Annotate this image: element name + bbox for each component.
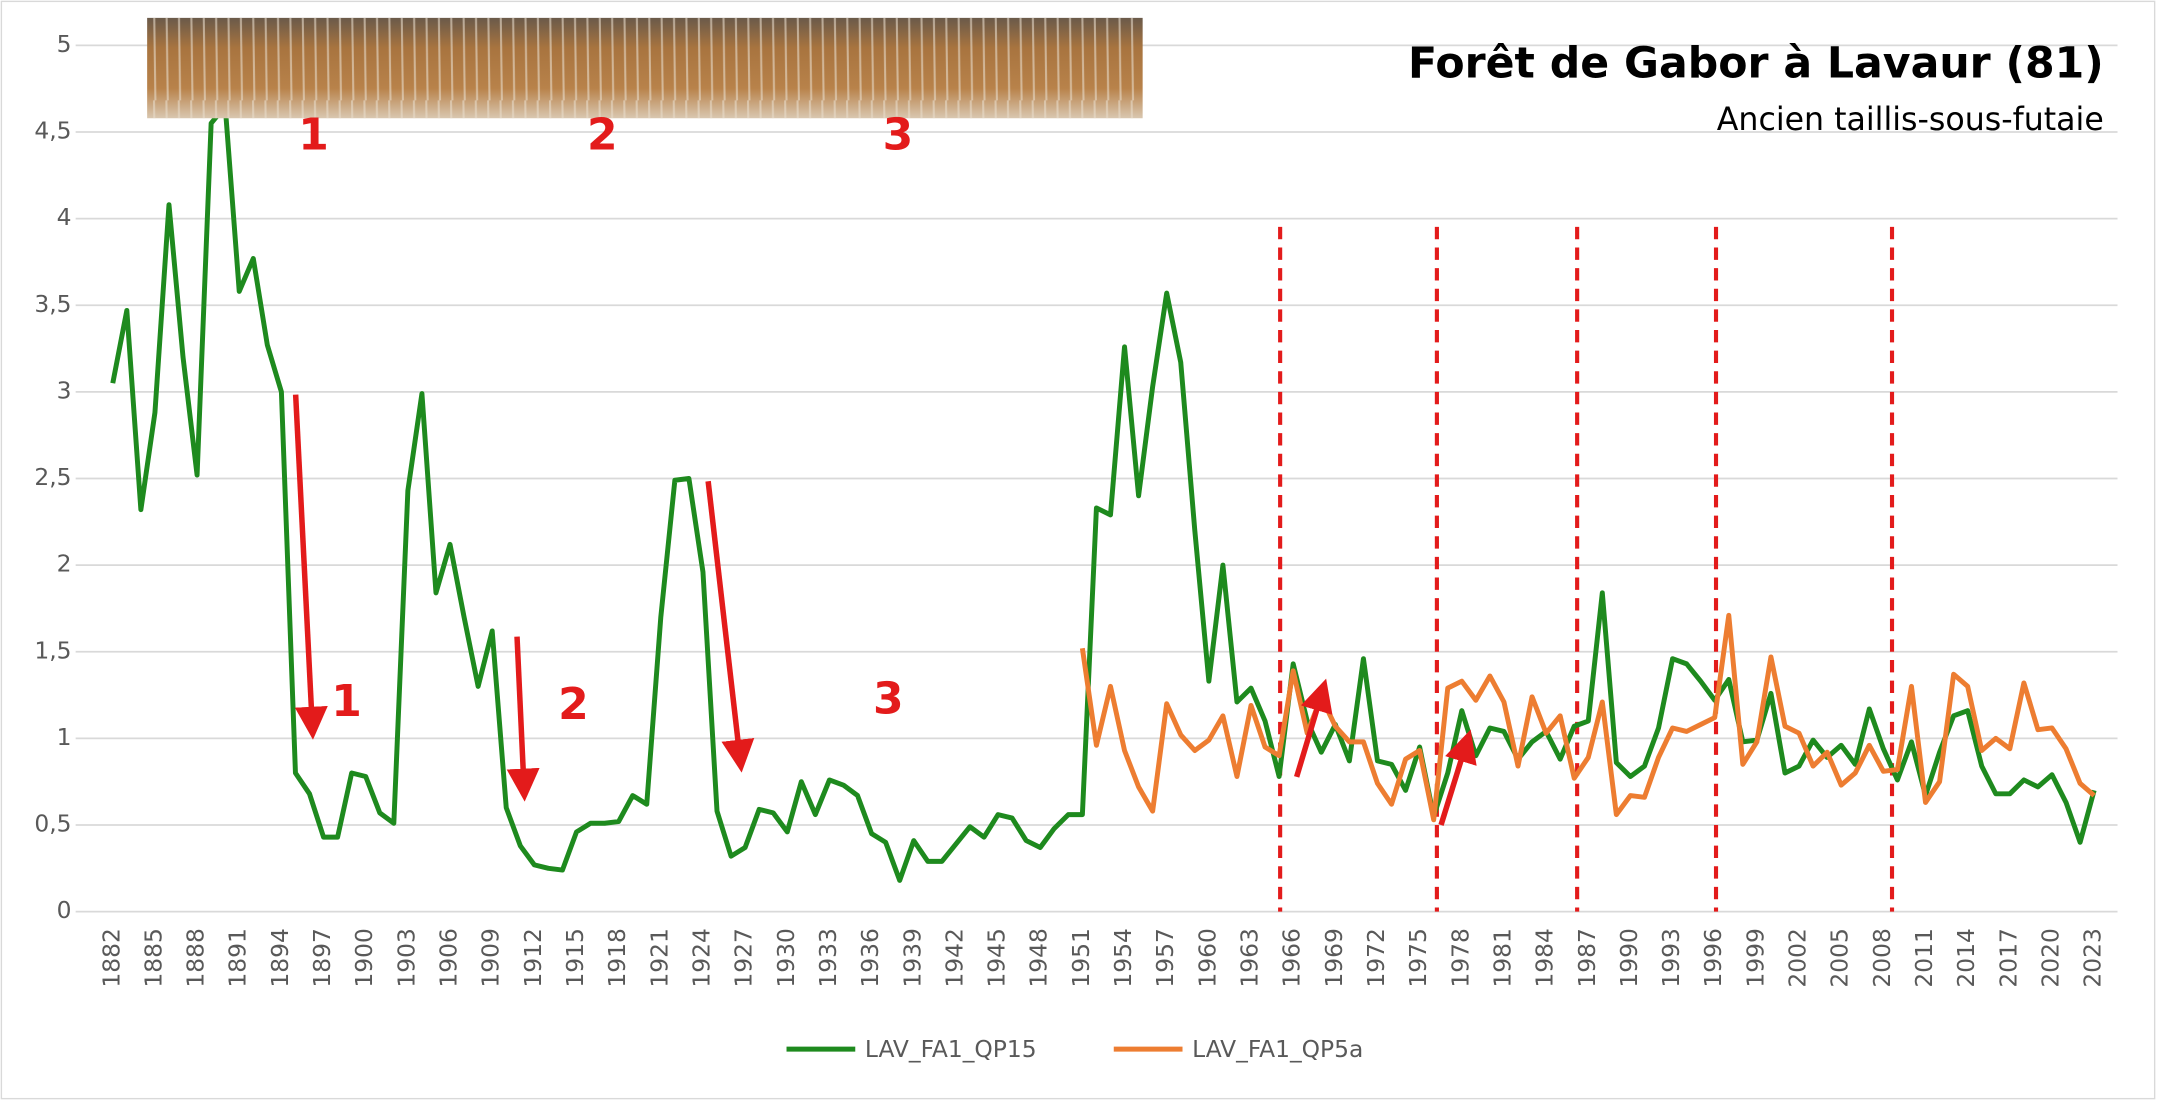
y-tick-label: 1 [57,723,72,751]
x-tick-label: 1984 [1531,928,1559,987]
x-tick-label: 1909 [477,928,505,987]
x-tick-label: 1987 [1573,928,1601,987]
page: Forêt de Gabor à Lavaur (81) Ancien tail… [0,0,2157,1100]
x-tick-label: 1969 [1320,928,1348,987]
x-tick-label: 1918 [603,928,631,987]
x-tick-label: 1882 [97,928,125,987]
x-tick-label: 1996 [1699,928,1727,987]
annotation: 3 [883,110,914,161]
x-tick-label: 2005 [1826,928,1854,987]
legend-label: LAV_FA1_QP15 [865,1035,1037,1063]
annotation: 1 [298,110,329,161]
x-tick-label: 1978 [1446,928,1474,987]
y-tick-label: 0,5 [34,810,71,838]
x-tick-label: 1906 [435,928,463,987]
legend-label: LAV_FA1_QP5a [1192,1035,1363,1063]
x-tick-label: 1963 [1236,928,1264,987]
x-tick-label: 1885 [139,928,167,987]
y-tick-label: 5 [57,30,72,58]
y-tick-label: 3,5 [34,290,71,318]
x-tick-label: 2014 [1952,928,1980,987]
x-tick-label: 2002 [1784,928,1812,987]
x-tick-label: 1933 [814,928,842,987]
x-tick-label: 1912 [519,928,547,987]
x-tick-label: 1921 [645,928,673,987]
x-tick-label: 1948 [1025,928,1053,987]
x-tick-label: 1945 [983,928,1011,987]
y-tick-label: 0 [57,896,72,924]
y-tick-label: 4 [57,203,72,231]
y-tick-label: 2 [57,550,72,578]
x-tick-label: 1939 [898,928,926,987]
x-tick-label: 2008 [1868,928,1896,987]
x-tick-label: 1942 [940,928,968,987]
y-tick-label: 2,5 [34,463,71,491]
annotation: 1 [331,676,362,727]
x-tick-label: 2011 [1910,928,1938,987]
x-tick-label: 1951 [1067,928,1095,987]
x-tick-label: 1897 [308,928,336,987]
tree-ring-texture [147,18,1143,118]
x-tick-label: 1981 [1488,928,1516,987]
x-tick-label: 1891 [224,928,252,987]
x-tick-label: 1936 [856,928,884,987]
x-tick-label: 1888 [182,928,210,987]
chart: Forêt de Gabor à Lavaur (81) Ancien tail… [0,0,2157,1100]
annotation: 2 [558,679,589,730]
x-tick-label: 1999 [1741,928,1769,987]
x-tick-label: 1957 [1151,928,1179,987]
x-tick-label: 1903 [392,928,420,987]
x-tick-label: 1915 [561,928,589,987]
x-tick-label: 1972 [1362,928,1390,987]
y-tick-label: 4,5 [34,117,71,145]
x-tick-label: 1930 [772,928,800,987]
x-tick-label: 1993 [1657,928,1685,987]
x-tick-label: 2020 [2036,928,2064,987]
x-tick-label: 1960 [1193,928,1221,987]
y-tick-label: 3 [57,376,72,404]
x-tick-label: 1954 [1109,928,1137,987]
x-tick-label: 1894 [266,928,294,987]
x-tick-label: 1924 [687,928,715,987]
annotation: 2 [587,110,618,161]
x-tick-label: 1927 [730,928,758,987]
x-tick-label: 1966 [1278,928,1306,987]
annotation: 3 [873,673,904,724]
x-tick-label: 1900 [350,928,378,987]
chart-title: Forêt de Gabor à Lavaur (81) [1408,39,2104,89]
x-tick-label: 2017 [1994,928,2022,987]
x-tick-label: 2023 [2079,928,2107,987]
x-tick-label: 1975 [1404,928,1432,987]
x-tick-label: 1990 [1615,928,1643,987]
chart-subtitle: Ancien taillis-sous-futaie [1717,102,2104,138]
y-tick-label: 1,5 [34,636,71,664]
